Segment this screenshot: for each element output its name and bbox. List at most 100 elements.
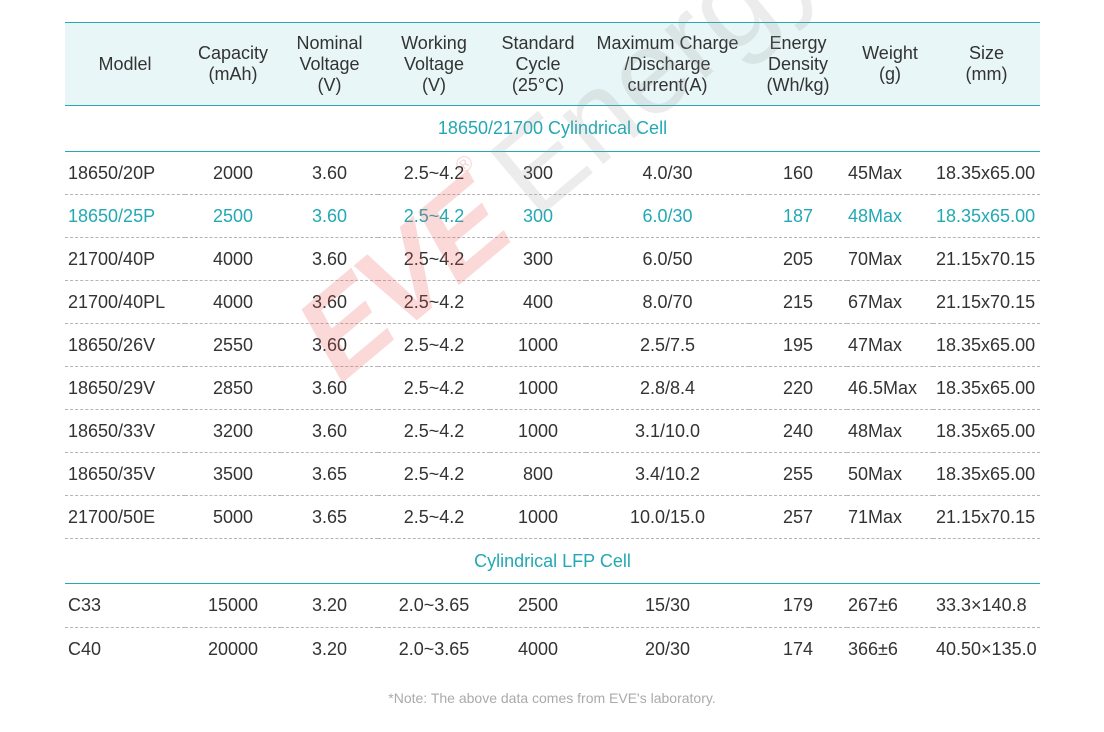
section-title: Cylindrical LFP Cell xyxy=(65,538,1040,584)
cell-model: 18650/29V xyxy=(65,366,185,410)
cell-working-voltage: 2.0~3.65 xyxy=(378,583,490,628)
cell-spec-table: Modlel Capacity (mAh) Nominal Voltage (V) W… xyxy=(65,22,1040,671)
cell-model: 21700/40PL xyxy=(65,280,185,324)
cell-standard-cycle: 1000 xyxy=(490,323,586,367)
cell-size: 18.35x65.00 xyxy=(933,323,1040,367)
table-row: 18650/29V 2850 3.60 2.5~4.2 1000 2.8/8.4 220 46… xyxy=(65,366,1040,410)
cell-weight: 366±6 xyxy=(848,639,898,659)
footnote: *Note: The above data comes from EVE's l… xyxy=(388,690,716,706)
cell-model: 18650/25P xyxy=(65,194,185,238)
cell-standard-cycle: 400 xyxy=(490,280,586,324)
header-weight: Weight (g) xyxy=(847,22,933,106)
cell-nominal-voltage: 3.65 xyxy=(281,452,378,496)
cell-weight: 67Max xyxy=(847,280,933,324)
table-row: 18650/35V 3500 3.65 2.5~4.2 800 3.4/10.2 255 50… xyxy=(65,452,1040,496)
cell-model: 21700/40P xyxy=(65,237,185,281)
cell-size: 18.35x65.00 xyxy=(933,194,1040,238)
cell-capacity: 2000 xyxy=(185,151,281,195)
cell-weight: 45Max xyxy=(847,151,933,195)
cell-weight: 47Max xyxy=(847,323,933,367)
cell-energy-density: 257 xyxy=(749,495,847,539)
cell-capacity: 3200 xyxy=(185,409,281,453)
cell-working-voltage: 2.5~4.2 xyxy=(378,151,490,195)
cell-nominal-voltage: 3.60 xyxy=(281,280,378,324)
cell-capacity: 20000 xyxy=(207,639,259,659)
table-row: 18650/20P 2000 3.60 2.5~4.2 300 4.0/30 160 45Ma… xyxy=(65,151,1040,195)
table-row: C33 15000 3.20 2.0~3.65 2500 15/30 179 267±6 33.… xyxy=(65,583,1040,628)
header-nominal-voltage: Nominal Voltage (V) xyxy=(281,22,378,106)
cell-weight: 48Max xyxy=(847,409,933,453)
cell-capacity: 2500 xyxy=(185,194,281,238)
section-header-row: Cylindrical LFP Cell xyxy=(65,538,1040,584)
cell-energy-density: 255 xyxy=(749,452,847,496)
cell-model: 18650/35V xyxy=(65,452,185,496)
cell-max-current: 8.0/70 xyxy=(586,280,749,324)
cell-nominal-voltage: 3.60 xyxy=(281,194,378,238)
cell-size: 18.35x65.00 xyxy=(933,409,1040,453)
cell-weight: 48Max xyxy=(847,194,933,238)
cell-standard-cycle: 300 xyxy=(490,151,586,195)
cell-model: 18650/33V xyxy=(65,409,185,453)
cell-size: 21.15x70.15 xyxy=(933,280,1040,324)
cell-model: 18650/20P xyxy=(65,151,185,195)
cell-energy-density: 220 xyxy=(749,366,847,410)
cell-size: 18.35x65.00 xyxy=(933,452,1040,496)
cell-energy-density: 205 xyxy=(749,237,847,281)
cell-size: 40.50×135.0 xyxy=(936,639,1037,659)
cell-max-current: 2.8/8.4 xyxy=(586,366,749,410)
cell-max-current: 2.5/7.5 xyxy=(586,323,749,367)
header-working-voltage: Working Voltage (V) xyxy=(378,22,490,106)
cell-capacity: 4000 xyxy=(185,280,281,324)
cell-max-current: 15/30 xyxy=(586,583,749,628)
cell-energy-density: 215 xyxy=(749,280,847,324)
cell-weight: 71Max xyxy=(847,495,933,539)
cell-model: 21700/50E xyxy=(65,495,185,539)
cell-weight: 70Max xyxy=(847,237,933,281)
table-row: 18650/33V 3200 3.60 2.5~4.2 1000 3.1/10.0 240 4… xyxy=(65,409,1040,453)
cell-standard-cycle: 300 xyxy=(490,237,586,281)
cell-nominal-voltage: 3.60 xyxy=(281,151,378,195)
header-standard-cycle: Standard Cycle (25°C) xyxy=(490,22,586,106)
cell-working-voltage: 2.5~4.2 xyxy=(378,323,490,367)
cell-size: 21.15x70.15 xyxy=(933,237,1040,281)
cell-capacity: 3500 xyxy=(185,452,281,496)
cell-nominal-voltage: 3.65 xyxy=(281,495,378,539)
cell-working-voltage: 2.5~4.2 xyxy=(378,237,490,281)
header-energy-density: Energy Density (Wh/kg) xyxy=(749,22,847,106)
cell-working-voltage: 2.5~4.2 xyxy=(378,280,490,324)
cell-model: C33 xyxy=(65,583,185,628)
cell-working-voltage: 2.5~4.2 xyxy=(378,452,490,496)
cell-working-voltage: 2.5~4.2 xyxy=(378,194,490,238)
header-model: Modlel xyxy=(65,22,185,106)
cell-capacity: 5000 xyxy=(185,495,281,539)
cell-nominal-voltage: 3.20 xyxy=(311,639,348,659)
cell-nominal-voltage: 3.60 xyxy=(281,366,378,410)
cell-energy-density: 240 xyxy=(749,409,847,453)
cell-standard-cycle: 1000 xyxy=(490,409,586,453)
cell-size: 21.15x70.15 xyxy=(933,495,1040,539)
cell-standard-cycle: 2500 xyxy=(490,583,586,628)
cell-nominal-voltage: 3.60 xyxy=(281,409,378,453)
cell-capacity: 2550 xyxy=(185,323,281,367)
cell-energy-density: 174 xyxy=(782,639,814,659)
cell-nominal-voltage: 3.20 xyxy=(281,583,378,628)
cell-max-current: 6.0/30 xyxy=(586,194,749,238)
table-row: 18650/26V 2550 3.60 2.5~4.2 1000 2.5/7.5 195 47… xyxy=(65,323,1040,367)
cell-nominal-voltage: 3.60 xyxy=(281,237,378,281)
table-header: Modlel Capacity (mAh) Nominal Voltage (V) W… xyxy=(65,22,1040,106)
cell-capacity: 4000 xyxy=(185,237,281,281)
cell-weight: 46.5Max xyxy=(847,366,933,410)
cell-energy-density: 195 xyxy=(749,323,847,367)
cell-working-voltage: 2.5~4.2 xyxy=(378,495,490,539)
table-row: C40 20000 3.20 2.0~3.65 4000 20/30 174 366±6 40.… xyxy=(65,628,1040,672)
table-row: 18650/25P 2500 3.60 2.5~4.2 300 6.0/30 187 48Ma… xyxy=(65,194,1040,238)
header-capacity: Capacity (mAh) xyxy=(185,22,281,106)
cell-standard-cycle: 1000 xyxy=(490,495,586,539)
cell-max-current: 3.4/10.2 xyxy=(586,452,749,496)
cell-capacity: 15000 xyxy=(185,583,281,628)
cell-max-current: 10.0/15.0 xyxy=(586,495,749,539)
cell-size: 18.35x65.00 xyxy=(933,151,1040,195)
table-row: 21700/40PL 4000 3.60 2.5~4.2 400 8.0/70 215 67M… xyxy=(65,280,1040,324)
cell-weight: 50Max xyxy=(847,452,933,496)
cell-energy-density: 160 xyxy=(749,151,847,195)
